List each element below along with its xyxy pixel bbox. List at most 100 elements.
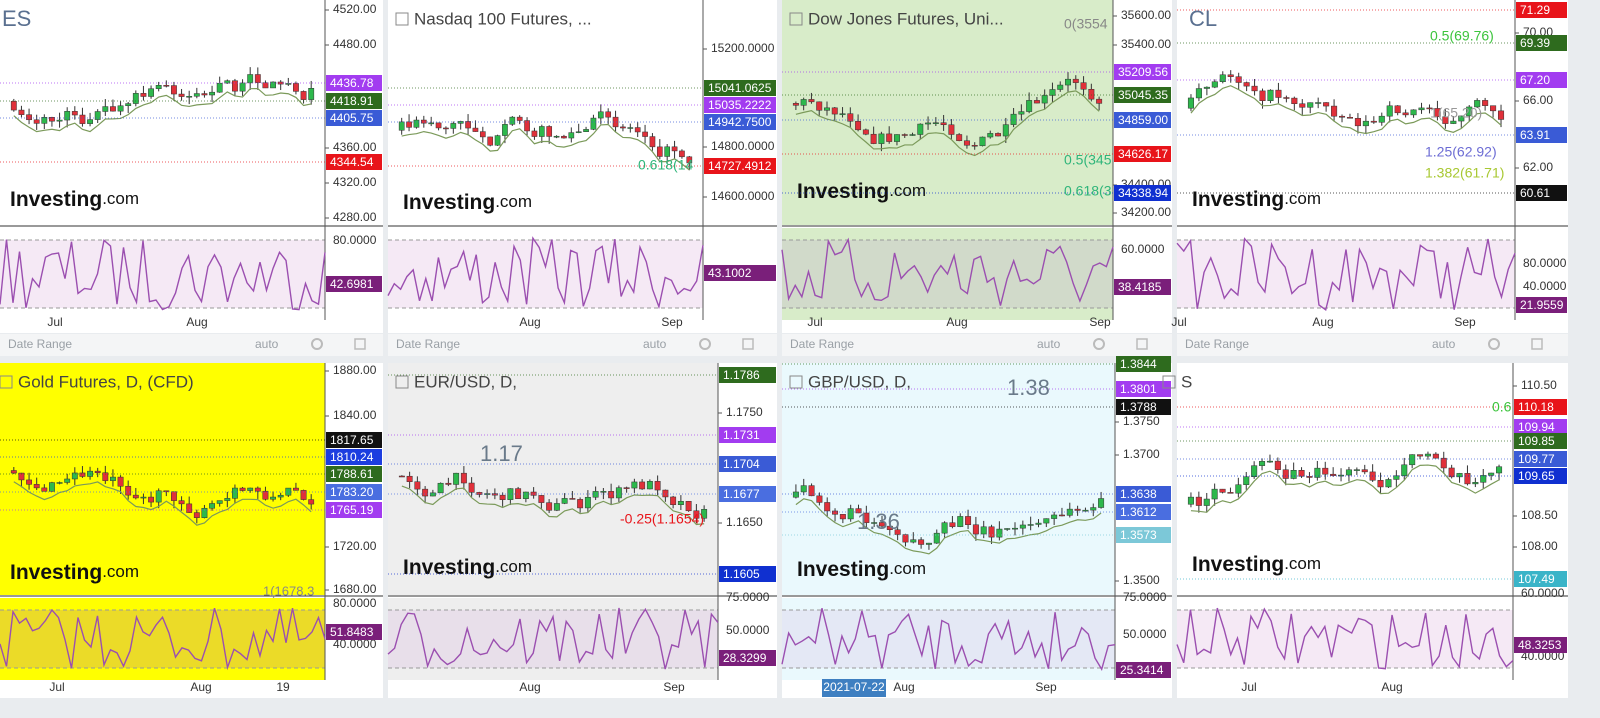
date-range-button[interactable]: Date Range: [790, 337, 854, 351]
settings-icon[interactable]: [699, 338, 711, 350]
crosshair-date-box: [822, 679, 886, 697]
candle: [656, 146, 663, 157]
candle: [1440, 457, 1447, 469]
x-label: 19: [276, 680, 290, 694]
price-label: 1817.65: [330, 433, 374, 447]
logo-suffix: .com: [1284, 554, 1321, 573]
candle: [855, 508, 862, 514]
logo: Investing.com: [797, 180, 926, 203]
candle: [1283, 97, 1290, 99]
settings-icon[interactable]: [1488, 338, 1500, 350]
candle: [499, 494, 506, 500]
price-label-box: [704, 114, 776, 130]
checkbox[interactable]: [789, 375, 803, 389]
auto-button[interactable]: auto: [1432, 337, 1456, 351]
axis-tick-label: 1.3500: [1123, 573, 1160, 587]
candle: [26, 114, 32, 121]
fullscreen-icon[interactable]: [742, 338, 754, 350]
price-label-box: [1114, 87, 1171, 103]
checkbox[interactable]: [1162, 375, 1176, 389]
checkbox[interactable]: [395, 375, 409, 389]
checkbox[interactable]: [789, 12, 803, 26]
price-label-box: [326, 432, 382, 448]
candle: [612, 116, 619, 128]
logo-word: Investing: [10, 561, 102, 584]
auto-button[interactable]: auto: [255, 337, 279, 351]
candle: [507, 488, 514, 500]
candle: [1401, 464, 1408, 476]
candle: [285, 83, 292, 85]
candle: [420, 119, 427, 124]
candle: [1370, 120, 1377, 123]
auto-button[interactable]: auto: [1037, 337, 1061, 351]
price-area: [0, 363, 325, 595]
candle: [216, 82, 223, 93]
candle: [1418, 107, 1425, 111]
axis-tick-label: 4520.00: [333, 2, 377, 16]
candle: [1315, 102, 1322, 104]
auto-button[interactable]: auto: [643, 337, 667, 351]
candle: [201, 93, 208, 96]
checkbox[interactable]: [0, 375, 13, 389]
rsi-band: [1177, 610, 1513, 668]
price-label-box: [1114, 64, 1171, 80]
candle: [1345, 469, 1352, 476]
candle: [1331, 105, 1338, 117]
fullscreen-icon[interactable]: [1531, 338, 1543, 350]
candle: [1424, 453, 1431, 457]
candle: [1323, 102, 1330, 107]
date-range-button[interactable]: Date Range: [8, 337, 72, 351]
candle: [1243, 476, 1250, 485]
candle: [925, 542, 932, 545]
candle: [901, 134, 908, 136]
moving-average: [1190, 85, 1502, 135]
candle: [639, 481, 646, 490]
settings-icon[interactable]: [311, 338, 323, 350]
fullscreen-icon[interactable]: [1136, 338, 1148, 350]
candle: [41, 117, 48, 124]
candle: [816, 495, 823, 503]
checkbox[interactable]: [395, 12, 409, 26]
candle: [300, 490, 307, 500]
axis-tick-label: 110.50: [1521, 378, 1557, 392]
candle: [1065, 78, 1071, 86]
rsi-label: 21.9559: [1520, 298, 1564, 312]
candle: [224, 498, 231, 501]
price-area: [388, 0, 703, 225]
date-range-button[interactable]: Date Range: [1185, 337, 1249, 351]
rsi-label: 48.3253: [1518, 638, 1562, 652]
price-label-box: [1114, 185, 1171, 201]
price-label: 14942.7500: [708, 115, 772, 129]
candle: [878, 522, 885, 527]
candle: [561, 498, 568, 504]
candle: [1496, 466, 1503, 474]
rsi-label: 43.1002: [708, 266, 752, 280]
candle: [472, 127, 479, 132]
candle: [1051, 514, 1058, 519]
candle: [1266, 460, 1273, 463]
candle: [1098, 498, 1105, 508]
candle: [216, 500, 223, 504]
axis-tick-label: 15200.0000: [711, 41, 775, 55]
candle: [561, 135, 567, 139]
candle: [171, 491, 177, 501]
price-label: 1.1605: [723, 567, 760, 581]
candle: [831, 107, 838, 115]
candle: [886, 525, 893, 530]
fullscreen-icon[interactable]: [354, 338, 366, 350]
candle: [1409, 454, 1416, 466]
x-label: Sep: [1035, 680, 1057, 694]
settings-icon[interactable]: [1093, 338, 1105, 350]
candle: [18, 109, 25, 115]
price-label-box: [326, 154, 382, 170]
panel-title: S: [1181, 372, 1192, 391]
rsi-label-box: [326, 624, 382, 640]
candle: [1004, 528, 1011, 530]
candle: [163, 490, 170, 493]
candle: [1058, 514, 1065, 517]
candle: [56, 119, 63, 122]
date-range-button[interactable]: Date Range: [396, 337, 460, 351]
axis-tick-label: 14800.0000: [711, 139, 775, 153]
price-label: 1.3638: [1120, 487, 1157, 501]
candle: [1211, 81, 1218, 88]
